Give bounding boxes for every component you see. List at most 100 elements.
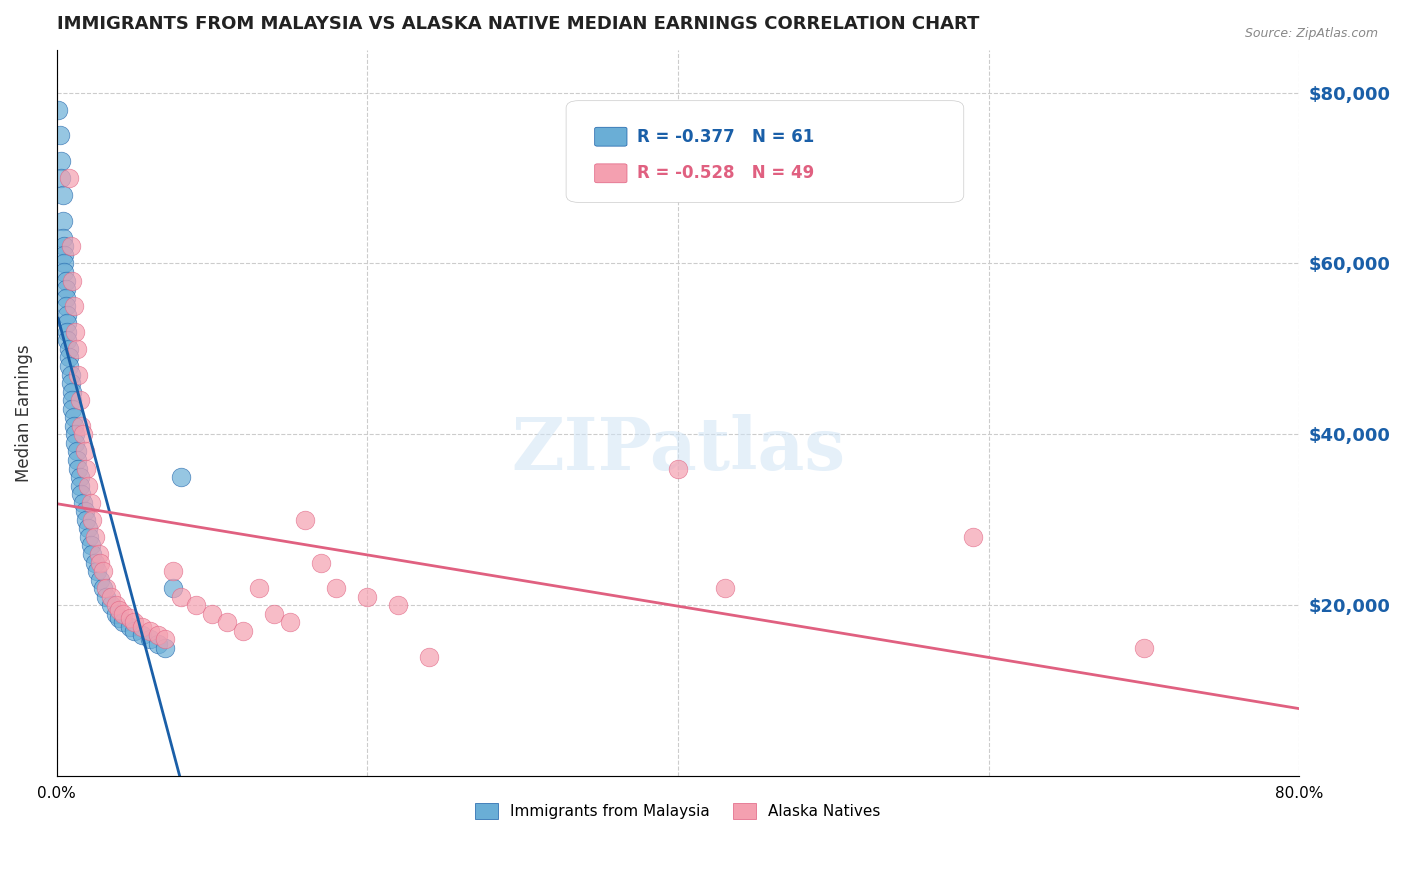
Point [46,103,69,117]
Point [418,649,440,664]
Point [309,556,332,570]
Point [170,590,193,604]
Point [96,581,118,595]
Point [247,581,270,595]
Point [55,299,77,313]
Point [666,461,689,475]
Point [131,620,153,634]
Point [1133,640,1156,655]
Point [124,615,146,630]
Point [60,274,83,288]
Point [124,624,146,638]
Point [75,461,97,475]
Point [56,308,79,322]
Point [100,599,122,613]
Point [91,564,114,578]
Point [59,368,82,382]
Point [962,530,984,544]
Point [59,376,82,390]
Point [139,632,162,647]
Point [84,530,107,544]
Point [53,256,76,270]
Point [89,556,111,570]
Point [294,513,316,527]
Point [52,213,75,227]
Point [387,599,409,613]
Point [139,624,162,638]
Point [100,590,122,604]
Point [146,628,169,642]
Point [58,351,80,365]
Point [170,470,193,484]
Point [52,231,75,245]
Point [55,274,77,288]
Text: R = -0.377   N = 61: R = -0.377 N = 61 [637,128,814,145]
Point [91,581,114,595]
Point [58,342,80,356]
Point [66,444,89,458]
Point [65,427,87,442]
Point [48,128,70,143]
Point [107,602,129,616]
Point [60,401,83,416]
Y-axis label: Median Earnings: Median Earnings [15,344,32,482]
Point [76,521,98,535]
Point [80,538,103,552]
Point [51,153,73,168]
FancyBboxPatch shape [595,164,627,183]
Point [131,628,153,642]
Point [56,325,79,339]
Point [118,620,141,634]
Point [72,427,94,442]
Point [96,590,118,604]
Point [69,478,91,492]
Point [70,418,93,433]
Point [62,418,84,433]
Point [263,607,285,621]
Point [86,564,108,578]
Point [51,171,73,186]
Point [66,342,89,356]
Point [87,547,110,561]
Point [201,607,224,621]
Text: R = -0.528   N = 49: R = -0.528 N = 49 [637,164,814,182]
Point [72,496,94,510]
Point [112,607,135,621]
Point [76,478,98,492]
Text: IMMIGRANTS FROM MALAYSIA VS ALASKA NATIVE MEDIAN EARNINGS CORRELATION CHART: IMMIGRANTS FROM MALAYSIA VS ALASKA NATIV… [56,15,979,33]
Point [89,573,111,587]
Point [69,393,91,408]
Point [56,334,79,348]
Text: Source: ZipAtlas.com: Source: ZipAtlas.com [1244,27,1378,40]
Point [55,291,77,305]
Point [62,410,84,425]
Point [75,513,97,527]
Point [162,564,184,578]
Point [66,453,89,467]
Point [232,624,254,638]
Point [80,496,103,510]
Point [53,265,76,279]
Point [162,581,184,595]
Legend: Immigrants from Malaysia, Alaska Natives: Immigrants from Malaysia, Alaska Natives [468,796,889,827]
Point [67,461,90,475]
Point [59,239,82,253]
Text: ZIPatlas: ZIPatlas [510,414,845,485]
Point [77,530,100,544]
Point [82,513,104,527]
Point [146,637,169,651]
Point [65,436,87,450]
Point [84,556,107,570]
Point [67,368,90,382]
Point [217,615,239,630]
Point [118,611,141,625]
Point [104,599,127,613]
Point [112,615,135,630]
FancyBboxPatch shape [567,101,963,202]
Point [713,581,735,595]
Point [58,359,80,373]
FancyBboxPatch shape [595,128,627,146]
Point [60,393,83,408]
Point [65,325,87,339]
Point [155,632,177,647]
